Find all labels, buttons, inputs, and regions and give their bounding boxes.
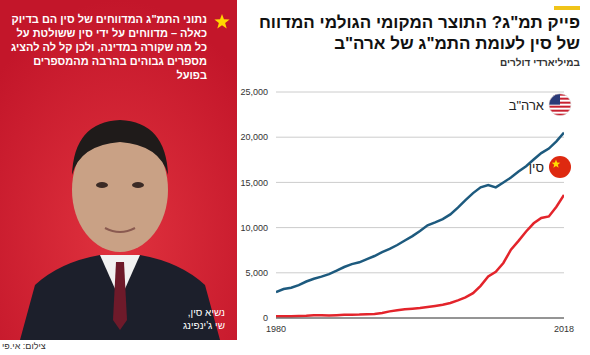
svg-text:5,000: 5,000	[245, 268, 268, 278]
html-text:נשיא סין,: נשיא סין,	[187, 307, 225, 318]
svg-text:ארה"ב: ארה"ב	[509, 98, 544, 113]
svg-text:סין: סין	[529, 160, 544, 175]
html-text:נתוני התמ"ג המדווחים של סין הם: נתוני התמ"ג המדווחים של סין הם בדיוק כאל…	[10, 13, 207, 81]
svg-text:10,000: 10,000	[240, 223, 268, 233]
html-text:פייק תמ"ג? התוצר המקומי הגולמי: פייק תמ"ג? התוצר המקומי הגולמי המדווח של…	[258, 13, 580, 53]
svg-text:0: 0	[263, 313, 268, 323]
svg-text:2018: 2018	[554, 324, 574, 334]
html-text:צילום: אי.פי: צילום: אי.פי	[2, 341, 46, 351]
svg-text:1980: 1980	[266, 324, 286, 334]
html-text:במיליארדי דולרים: במיליארדי דולרים	[500, 57, 580, 68]
svg-text:20,000: 20,000	[240, 132, 268, 142]
svg-text:25,000: 25,000	[240, 87, 268, 97]
html-text:שי ג'ינפינג: שי ג'ינפינג	[182, 320, 225, 331]
svg-text:15,000: 15,000	[240, 178, 268, 188]
